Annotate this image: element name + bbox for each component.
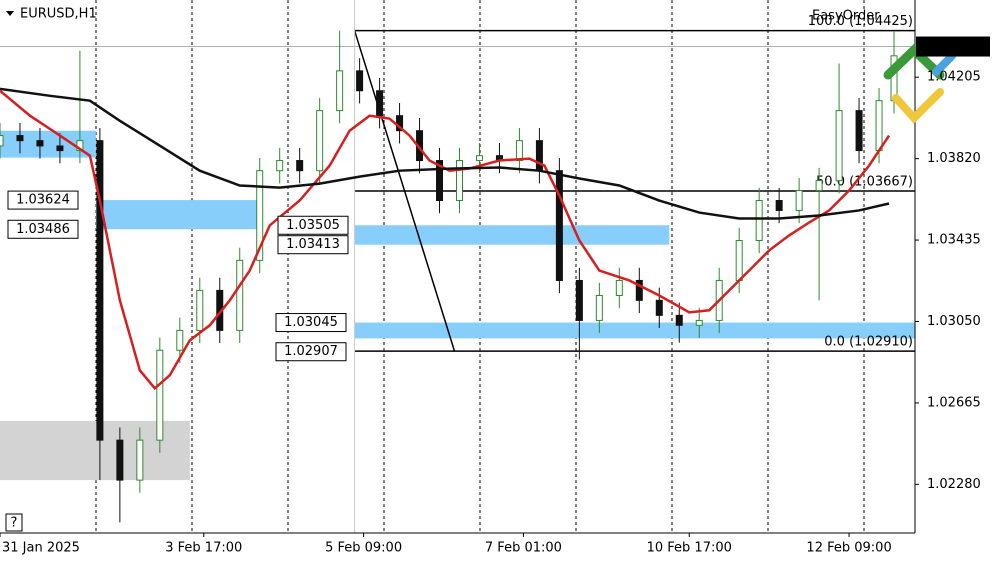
price-label-box [275, 313, 347, 333]
candle-body [695, 319, 703, 326]
zone [354, 225, 670, 245]
x-tick-label: 3 Feb 17:00 [165, 541, 242, 556]
candle-body [675, 314, 683, 326]
fibo-label: 50.0 (1.03667) [816, 174, 913, 189]
candle-body [515, 140, 523, 162]
candle-body [595, 294, 603, 321]
candle-body [116, 439, 124, 481]
candle-body [256, 170, 264, 261]
candle-body [236, 259, 244, 331]
candle-body [376, 90, 384, 117]
candle-body [755, 200, 763, 241]
last-price-tag [916, 36, 990, 57]
candle-body [36, 140, 44, 147]
candle-body [635, 279, 643, 301]
price-label-box [277, 235, 349, 255]
price-label-box [7, 190, 79, 210]
candle-body [455, 160, 463, 202]
price-label: 1.03045 [284, 315, 338, 330]
y-tick-label: 1.03050 [927, 314, 981, 329]
y-tick-label: 1.04205 [927, 70, 981, 85]
price-label-box [277, 215, 349, 235]
candle-body [835, 110, 843, 182]
candle-body [276, 160, 284, 172]
period-separators [95, 0, 865, 533]
candle-body [535, 140, 543, 172]
candle-body [875, 100, 883, 152]
help-button[interactable] [5, 513, 23, 532]
candle-body [96, 140, 104, 441]
candle-body [136, 439, 144, 481]
x-tick-label: 10 Feb 17:00 [647, 541, 732, 556]
candle-body [16, 135, 24, 142]
candle-body [855, 110, 863, 152]
symbol-title: EURUSD,H1 [20, 7, 97, 22]
price-label-box [275, 342, 347, 362]
candle-body [735, 239, 743, 281]
x-tick-label: 31 Jan 2025 [2, 541, 80, 556]
price-label-box [7, 219, 79, 239]
x-tick-label: 7 Feb 01:00 [485, 541, 562, 556]
candle-body [336, 70, 344, 112]
candle-body [795, 190, 803, 211]
candle-body [775, 200, 783, 211]
candle-body [475, 155, 483, 162]
price-label: 1.03505 [286, 218, 340, 233]
y-tick-label: 1.03820 [927, 151, 981, 166]
y-tick-label: 1.02280 [927, 477, 981, 492]
price-label: 1.03486 [16, 222, 70, 237]
price-label: 1.02907 [284, 344, 338, 359]
y-tick-label: 1.03435 [927, 233, 981, 248]
x-tick-label: 5 Feb 09:00 [325, 541, 402, 556]
candle-body [575, 279, 583, 321]
candle-body [316, 110, 324, 172]
candle-body [56, 145, 64, 152]
candle-body [555, 170, 563, 281]
candle-body [815, 180, 823, 192]
price-label: 1.03624 [16, 193, 70, 208]
candle-body [176, 329, 184, 351]
annotation: EasyOrder [812, 9, 880, 24]
fibo-label: 0.0 (1.02910) [824, 335, 913, 350]
candle-body [156, 349, 164, 441]
fibo-label: 100.0 (1.04425) [808, 14, 913, 29]
moving-average [0, 87, 890, 220]
zone [95, 200, 258, 230]
last-price-label: 1.04350 [927, 39, 981, 54]
candle-body [356, 70, 364, 92]
x-tick-label: 12 Feb 09:00 [806, 541, 891, 556]
candle-body [296, 160, 304, 172]
candle-body [0, 135, 4, 147]
zone [354, 322, 916, 339]
candle-body [196, 289, 204, 331]
help-text: ? [11, 516, 18, 531]
logo [883, 43, 956, 124]
moving-average [0, 89, 891, 391]
candle-body [655, 299, 663, 316]
candle-body [615, 279, 623, 296]
y-tick-label: 1.02665 [927, 395, 981, 410]
price-label: 1.03413 [286, 237, 340, 252]
trendline [353, 30, 456, 352]
menu-arrow[interactable] [6, 11, 14, 16]
candle-body [436, 160, 444, 202]
